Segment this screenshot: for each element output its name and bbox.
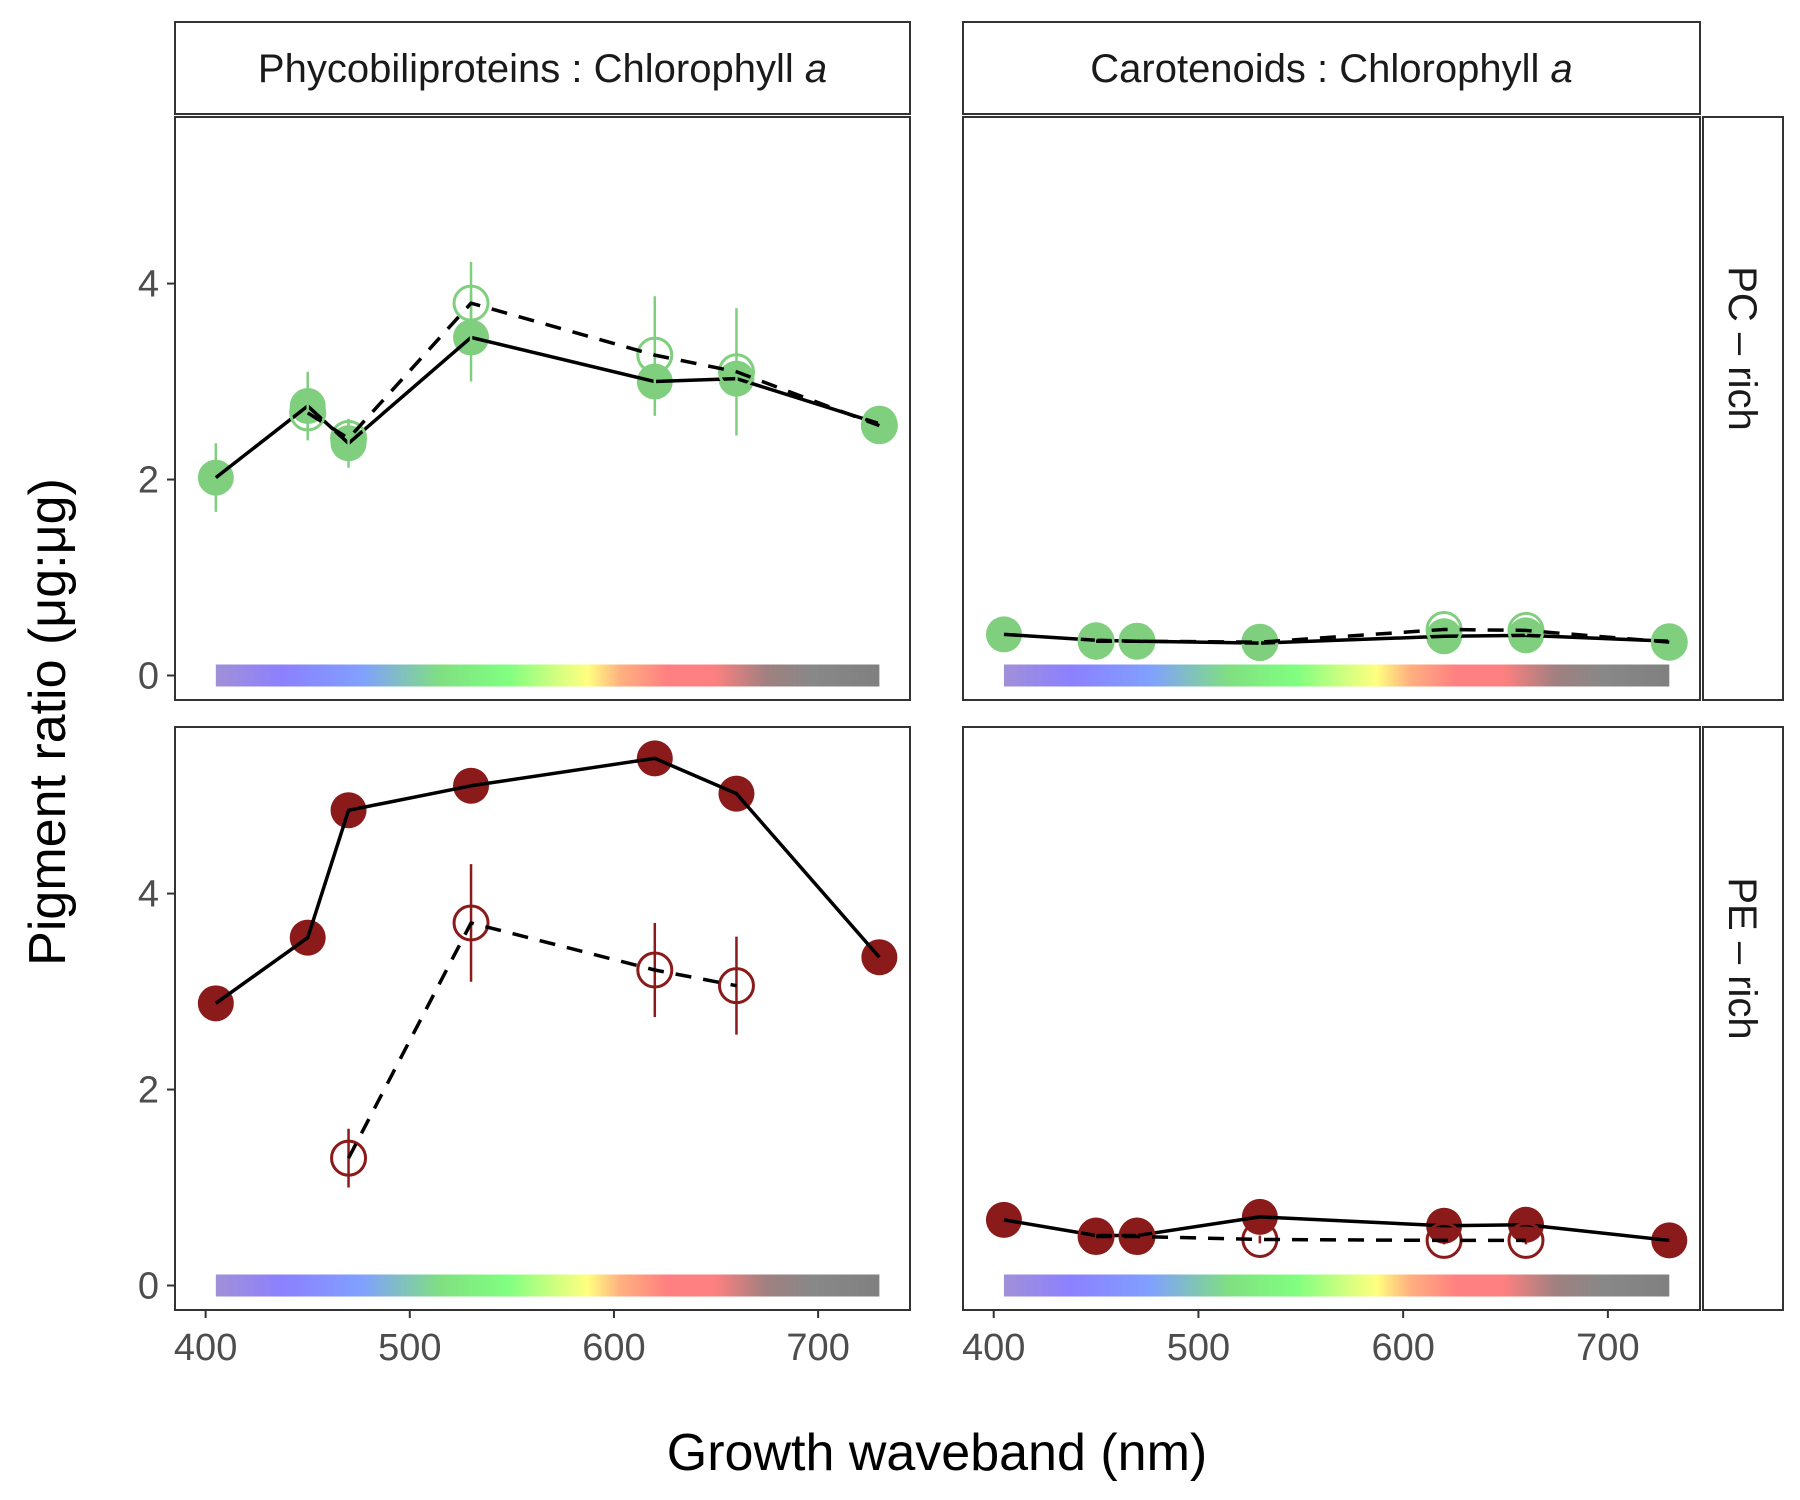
- data-point-open: [717, 967, 755, 1005]
- y-tick-label: 0: [138, 1266, 159, 1308]
- spectrum-bar: [215, 1274, 880, 1297]
- spectrum-bar: [215, 664, 880, 687]
- y-axis-title: Pigment ratio (μg:μg): [19, 478, 77, 966]
- row-strip-box: [1702, 116, 1784, 701]
- series-line-dashed: [306, 301, 880, 441]
- panel-border: [174, 116, 911, 701]
- panel-pe-pbp: [174, 726, 911, 1311]
- column-strip-box: [962, 21, 1701, 115]
- y-tick-label: 4: [138, 264, 159, 306]
- y-tick-label: 0: [138, 656, 159, 698]
- data-point-open: [636, 951, 674, 989]
- column-strips: Phycobiliproteins : Chlorophyll a Caroten…: [174, 21, 1701, 115]
- column-strip-box: [174, 21, 911, 115]
- spectrum-bar: [1003, 1274, 1670, 1297]
- x-tick-label: 700: [786, 1327, 849, 1369]
- data-point-open: [717, 353, 755, 391]
- panel-pc-car: [962, 116, 1701, 701]
- data-point-open: [1507, 1221, 1545, 1259]
- x-tick-label: 400: [962, 1327, 1025, 1369]
- panel-pc-pbp: [174, 116, 911, 701]
- panel-pe-car: [962, 726, 1701, 1311]
- x-tick-label: 700: [1576, 1327, 1639, 1369]
- x-tick-label: 600: [1371, 1327, 1434, 1369]
- data-point-open: [1650, 623, 1688, 661]
- panel-border: [962, 116, 1701, 701]
- data-point-open: [452, 904, 490, 942]
- data-point-open: [860, 407, 898, 445]
- y-tick-label: 2: [138, 1070, 159, 1112]
- spectrum-bar: [1003, 664, 1670, 687]
- data-point-open: [452, 284, 490, 322]
- series-line-dashed: [1096, 1234, 1526, 1243]
- x-tick-label: 600: [582, 1327, 645, 1369]
- column-strip-label: Phycobiliproteins : Chlorophyll a: [258, 47, 827, 91]
- series-line-dashed: [1096, 627, 1670, 644]
- panels: [174, 116, 1701, 1311]
- data-point-open: [1077, 622, 1115, 660]
- data-point-open: [636, 336, 674, 374]
- y-tick-label: 2: [138, 460, 159, 502]
- x-tick-label: 500: [1167, 1327, 1230, 1369]
- panel-border: [962, 726, 1701, 1311]
- x-tick-label: 500: [378, 1327, 441, 1369]
- row-strip-label: PC – rich: [1720, 266, 1764, 431]
- data-point-open: [289, 394, 327, 432]
- x-axis-title: Growth waveband (nm): [667, 1424, 1207, 1482]
- data-point-open: [330, 419, 368, 457]
- data-point-open: [1507, 611, 1545, 649]
- x-tick-label: 400: [174, 1327, 237, 1369]
- series-line-solid: [214, 756, 881, 1005]
- row-strips: PC – rich PE – rich: [1702, 116, 1784, 1311]
- data-point-open: [1077, 1218, 1115, 1256]
- data-point-open: [330, 1139, 368, 1177]
- row-strip-label: PE – rich: [1720, 877, 1764, 1039]
- panel-border: [174, 726, 911, 1311]
- column-strip-label: Carotenoids : Chlorophyll a: [1090, 47, 1572, 91]
- y-tick-label: 4: [138, 874, 159, 916]
- axes: 0 2 4 0 2 4 400 500 600 700 400 500 600 700: [138, 264, 1640, 1369]
- row-strip-box: [1702, 726, 1784, 1311]
